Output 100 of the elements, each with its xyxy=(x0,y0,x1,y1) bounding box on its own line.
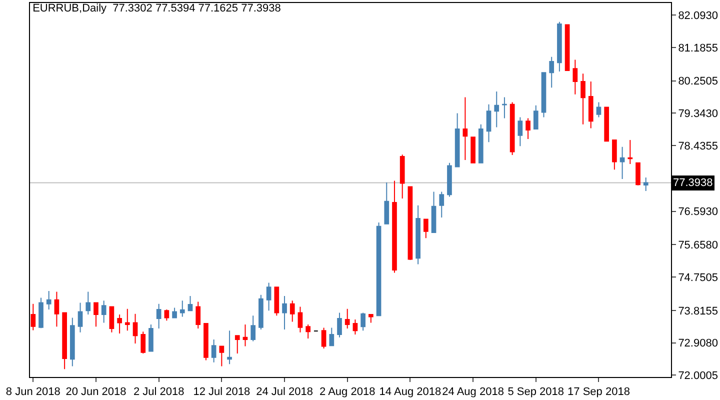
candlestick xyxy=(596,102,602,118)
candlestick xyxy=(306,324,311,339)
x-tick-label: 2 Aug 2018 xyxy=(320,386,376,398)
candlestick xyxy=(78,302,83,333)
candlestick xyxy=(188,295,193,312)
candlestick xyxy=(54,291,60,328)
candlestick xyxy=(510,102,515,156)
candlestick xyxy=(454,112,460,168)
candlestick xyxy=(423,218,428,239)
y-tick-label: 72.0005 xyxy=(678,370,718,382)
candlestick xyxy=(337,312,342,338)
candlestick xyxy=(360,312,366,332)
candlestick xyxy=(86,291,91,316)
candlestick xyxy=(376,222,382,316)
x-tick-label: 12 Jul 2018 xyxy=(193,386,250,398)
candlestick xyxy=(94,302,98,328)
candlestick xyxy=(211,339,216,363)
chart-title: EURRUB,Daily 77.3302 77.5394 77.1625 77.3938 xyxy=(32,2,281,15)
candlestick xyxy=(344,308,350,329)
x-tick-label: 2 Jul 2018 xyxy=(133,386,184,398)
candlestick xyxy=(117,314,122,334)
candlestick xyxy=(368,314,374,324)
candlestick xyxy=(447,162,452,198)
candlestick xyxy=(628,140,633,164)
y-tick-label: 76.5930 xyxy=(678,206,718,218)
candlestick xyxy=(101,300,106,324)
candlestick xyxy=(526,118,530,140)
candlestick xyxy=(38,297,44,329)
y-tick-label: 80.2505 xyxy=(678,76,718,88)
candlestick xyxy=(298,306,303,333)
x-tick-label: 14 Aug 2018 xyxy=(379,386,442,398)
y-tick-label: 78.4355 xyxy=(678,140,718,152)
candlestick xyxy=(392,180,397,274)
candlestick xyxy=(431,191,436,233)
candlestick xyxy=(180,300,185,318)
y-tick-label: 72.9080 xyxy=(678,338,718,350)
candlestick xyxy=(408,186,413,260)
candlestick xyxy=(400,154,405,200)
y-tick-label: 79.3430 xyxy=(678,108,718,120)
candlestick xyxy=(636,162,640,186)
candlestick xyxy=(352,319,358,336)
candlestick xyxy=(549,56,554,88)
candlestick xyxy=(416,204,420,265)
candlestick xyxy=(604,106,610,142)
candlestick xyxy=(274,286,280,316)
candlestick xyxy=(258,294,264,330)
candlestick xyxy=(620,146,625,180)
ref-line-label: 77.3938 xyxy=(673,177,713,189)
candlestick xyxy=(266,282,272,312)
candlestick xyxy=(486,104,492,143)
y-tick-label: 81.1855 xyxy=(678,42,718,54)
y-tick-label: 73.8155 xyxy=(678,305,718,318)
candlestick xyxy=(384,182,390,224)
candlestick xyxy=(470,136,476,164)
candlestick xyxy=(290,300,295,322)
candlestick xyxy=(132,313,138,344)
x-tick-label: 20 Jun 2018 xyxy=(66,386,126,398)
candlestick xyxy=(462,96,468,161)
candlestick xyxy=(580,73,586,125)
candlestick xyxy=(46,290,52,310)
candlestick xyxy=(518,116,523,147)
candlestick xyxy=(329,327,334,346)
candlestick xyxy=(572,59,578,95)
candlestick xyxy=(172,307,177,318)
candlestick xyxy=(643,177,648,192)
candlestick xyxy=(196,301,201,329)
candlestick xyxy=(494,91,500,128)
x-tick-label: 17 Sep 2018 xyxy=(568,386,630,398)
candlestick xyxy=(148,324,154,352)
x-tick-label: 8 Jun 2018 xyxy=(6,386,60,398)
y-tick-label: 82.0930 xyxy=(678,10,718,22)
candlestick xyxy=(164,309,170,322)
candlestick xyxy=(564,24,570,71)
candlestick xyxy=(234,335,240,354)
candlestick xyxy=(533,104,538,130)
candlestick xyxy=(588,81,594,129)
y-tick-label: 74.7505 xyxy=(678,272,718,284)
y-tick-label: 75.6580 xyxy=(678,240,718,252)
candlestick xyxy=(612,140,617,170)
candlestick xyxy=(109,306,114,333)
candlestick xyxy=(242,324,248,347)
candlestick xyxy=(140,331,146,354)
candlestick xyxy=(204,322,208,361)
candlestick xyxy=(250,315,256,342)
candlestick xyxy=(502,96,507,119)
x-tick-label: 24 Jul 2018 xyxy=(256,386,313,398)
candlestick xyxy=(227,330,232,365)
candlestick xyxy=(439,191,444,218)
candlestick xyxy=(219,346,224,367)
candlestick xyxy=(282,295,287,330)
candlestick xyxy=(478,124,484,164)
candlestick xyxy=(156,303,162,329)
candlestick xyxy=(541,72,546,118)
x-tick-label: 5 Sep 2018 xyxy=(508,386,564,398)
candlestick xyxy=(70,317,75,367)
candlestick xyxy=(124,308,130,332)
candlestick xyxy=(30,303,36,331)
candlestick xyxy=(321,327,326,349)
candlestick xyxy=(62,312,67,370)
candlestick xyxy=(557,21,562,72)
